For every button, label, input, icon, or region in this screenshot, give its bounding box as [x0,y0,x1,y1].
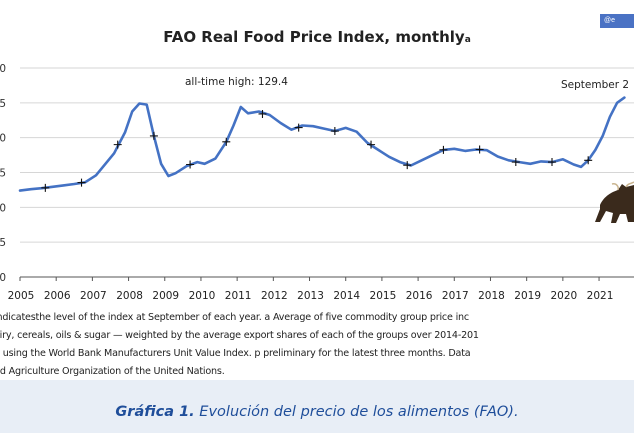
september-marker [511,158,520,167]
series-layer [18,96,626,192]
september-marker [475,145,484,154]
x-tick-label: 2012 [261,290,288,302]
note-line: indicatesthe level of the index at Septe… [0,312,469,323]
x-tick-label: 2015 [370,290,397,302]
x-tick-label: 2008 [116,290,143,302]
chart-title-text: FAO Real Food Price Index, monthly [163,28,465,46]
x-tick-label: 2019 [514,290,541,302]
x-tick-label: 2020 [550,290,577,302]
september-marker [367,140,376,149]
september-marker [222,137,231,146]
x-tick-label: 2006 [44,290,71,302]
x-tick-label: 2021 [587,290,614,302]
x-tick-label: 2005 [8,290,35,302]
x-tick-label: 2011 [225,290,252,302]
september-marker [77,178,86,187]
source-tag: @e [600,14,634,28]
bull-icon [595,181,634,223]
line-chart: 0 5 0 5 0 5 0 2005 2006 2007 2008 2009 2010 2011 2012… [0,63,634,302]
september-marker [41,183,50,192]
september-marker [330,127,339,136]
september-marker [113,140,122,149]
x-tick-label: 2014 [333,290,360,302]
september-marker [294,123,303,132]
chart-figure: FAO Real Food Price Index, monthlya @e 0… [0,0,634,380]
figure-caption: Gráfica 1. Evolución del precio de los a… [0,404,634,420]
x-tick-label: 2016 [406,290,433,302]
x-tick-label: 2018 [478,290,505,302]
x-tick-label: 2007 [80,290,107,302]
september-marker [186,160,195,169]
september-markers [41,109,593,192]
x-tick-label: 2009 [152,290,179,302]
chart-title: FAO Real Food Price Index, monthlya [0,28,634,46]
y-tick-label: 0 [0,133,6,145]
caption-text: Evolución del precio de los alimentos (F… [194,404,519,420]
x-axis: 2005 2006 2007 2008 2009 2010 2011 2012 2013 2014… [8,276,634,302]
title-footnote-mark: a [464,35,471,45]
y-tick-label: 5 [0,168,6,180]
y-tick-label: 5 [0,237,6,249]
x-tick-label: 2013 [297,290,324,302]
annotation-all-time-high: all-time high: 129.4 [185,76,288,88]
x-tick-label: 2017 [442,290,469,302]
x-tick-label: 2010 [189,290,216,302]
y-tick-label: 0 [0,272,6,284]
september-marker [584,156,593,165]
note-line: d using the World Bank Manufacturers Uni… [0,348,471,359]
y-tick-label: 0 [0,202,6,214]
september-marker [548,158,556,167]
y-tick-label: 5 [0,98,6,110]
note-line: airy, cereals, oils & sugar — weighted b… [0,330,479,341]
series-line [18,96,626,192]
y-axis-ticks: 0 5 0 5 0 5 0 [0,63,6,284]
september-marker [403,161,412,170]
september-marker [149,131,158,140]
y-tick-label: 0 [0,63,6,75]
september-marker [258,109,267,118]
caption-label: Gráfica 1. [115,404,195,420]
annotation-september: September 2 [561,79,629,91]
chart-notes: indicatesthe level of the index at Septe… [0,309,634,380]
note-line: nd Agriculture Organization of the Unite… [0,366,225,377]
september-marker [439,145,448,154]
